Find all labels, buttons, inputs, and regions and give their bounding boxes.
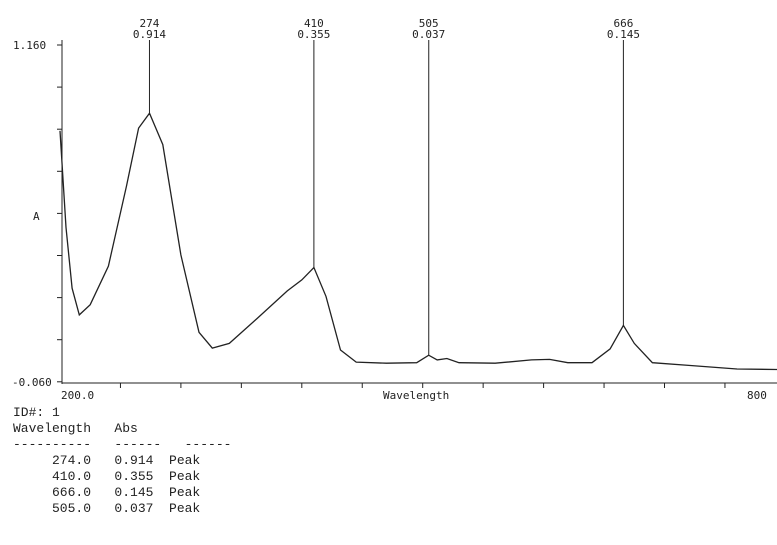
peak-table: ID#: 1 Wavelength Abs ---------- ------ --… xyxy=(13,405,231,517)
id-label: ID#: 1 xyxy=(13,405,60,420)
peak-abs-label: 0.145 xyxy=(607,28,640,41)
table-row: 505.0 0.037 Peak xyxy=(13,501,201,516)
peak-abs-label: 0.914 xyxy=(133,28,166,41)
y-max-label: 1.160 xyxy=(13,39,46,52)
table-row: 666.0 0.145 Peak xyxy=(13,485,201,500)
y-min-label: -0.060 xyxy=(12,376,52,389)
peak-wavelength-label: 666 xyxy=(613,17,633,30)
table-header: Wavelength Abs xyxy=(13,421,138,436)
table-separator: ---------- ------ ------ xyxy=(13,437,232,452)
x-max-label: 800 xyxy=(747,389,767,402)
table-row: 410.0 0.355 Peak xyxy=(13,469,201,484)
peak-wavelength-label: 274 xyxy=(140,17,160,30)
peak-abs-label: 0.037 xyxy=(412,28,445,41)
x-min-label: 200.0 xyxy=(61,389,94,402)
peak-wavelength-label: 505 xyxy=(419,17,439,30)
y-axis-label: A xyxy=(33,210,40,223)
peak-abs-label: 0.355 xyxy=(297,28,330,41)
table-row: 274.0 0.914 Peak xyxy=(13,453,201,468)
peak-wavelength-label: 410 xyxy=(304,17,324,30)
x-axis-label: Wavelength xyxy=(383,389,449,402)
spectrum-line xyxy=(59,111,777,371)
